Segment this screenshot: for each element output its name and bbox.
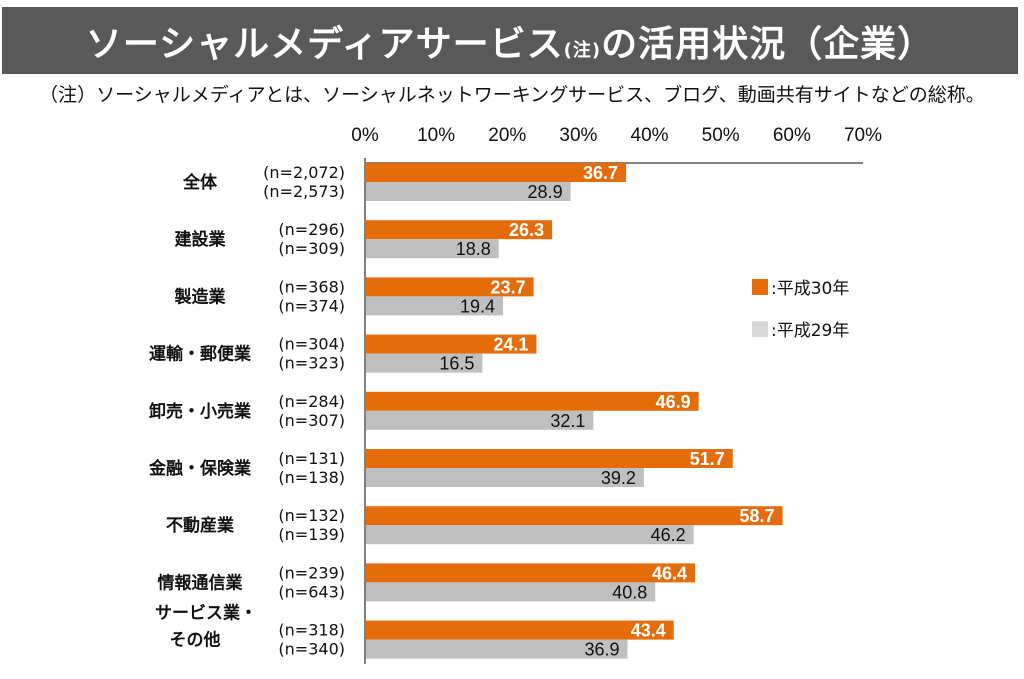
category-label: その他: [170, 630, 221, 651]
category-label: 情報通信業: [158, 572, 243, 593]
data-label-current: 58.7: [740, 506, 775, 526]
bar-previous-year: [365, 468, 644, 487]
bar-current-year: [365, 391, 699, 411]
sample-size-label: (n=318): [278, 621, 345, 640]
category-label: 運輸・郵便業: [149, 344, 251, 365]
x-tick-label: 40%: [631, 125, 669, 146]
sample-size-label: (n=309): [278, 239, 345, 258]
category-label: 不動産業: [166, 515, 234, 536]
legend-label: :平成29年: [771, 321, 849, 341]
sample-size-label: (n=239): [278, 563, 345, 582]
data-label-previous: 40.8: [612, 582, 647, 602]
x-tick-label: 60%: [773, 125, 811, 146]
bar-current-year: [365, 563, 696, 583]
legend-label: :平成30年: [771, 279, 849, 299]
data-label-previous: 39.2: [601, 468, 636, 488]
sample-size-label: (n=304): [278, 335, 345, 354]
sample-size-label: (n=284): [278, 392, 345, 411]
bar-previous-year: [365, 239, 499, 259]
data-label-current: 43.4: [631, 621, 666, 641]
sample-size-label: (n=131): [278, 449, 345, 468]
bar-previous-year: [365, 582, 656, 602]
bar-current-year: [365, 220, 553, 240]
data-label-previous: 46.2: [651, 525, 686, 545]
bar-previous-year: [365, 525, 694, 545]
title-note-marker: (注): [563, 39, 602, 61]
page-title: ソーシャルメディアサービス(注)の活用状況（企業）: [86, 15, 934, 67]
bar-previous-year: [365, 410, 594, 430]
category-label: 全体: [182, 172, 218, 193]
bar-current-year: [365, 334, 537, 354]
data-label-current: 26.3: [509, 220, 544, 240]
x-tick-label: 20%: [488, 125, 526, 146]
category-label: 製造業: [174, 286, 226, 307]
sample-size-label: (n=2,573): [263, 182, 345, 201]
data-label-previous: 32.1: [550, 411, 585, 431]
data-label-previous: 28.9: [528, 182, 563, 202]
bar-current-year: [365, 163, 627, 182]
sample-size-label: (n=643): [278, 582, 345, 601]
data-label-previous: 18.8: [456, 239, 491, 259]
bar-current-year: [365, 506, 783, 526]
title-main: ソーシャルメディアサービス: [85, 23, 564, 65]
bar-current-year: [365, 277, 534, 297]
legend-swatch: [752, 279, 768, 295]
legend-swatch: [752, 321, 768, 337]
x-tick-label: 0%: [351, 125, 379, 146]
sample-size-label: (n=340): [278, 640, 345, 659]
data-label-current: 23.7: [491, 277, 526, 297]
title-banner: ソーシャルメディアサービス(注)の活用状況（企業）: [2, 7, 1018, 74]
x-tick-label: 10%: [417, 125, 455, 146]
data-label-previous: 19.4: [460, 296, 495, 316]
sample-size-label: (n=307): [278, 411, 345, 430]
sample-size-label: (n=132): [278, 506, 345, 525]
data-label-current: 24.1: [493, 335, 528, 355]
sample-size-label: (n=296): [278, 220, 345, 239]
bar-previous-year: [365, 353, 483, 373]
category-label: 建設業: [175, 229, 226, 250]
sample-size-label: (n=368): [278, 277, 345, 296]
x-tick-label: 70%: [844, 125, 882, 146]
category-label: 卸売・小売業: [149, 401, 251, 422]
footnote-subtitle: （注）ソーシャルメディアとは、ソーシャルネットワーキングサービス、ブログ、動画共…: [39, 84, 985, 106]
bar-current-year: [365, 449, 733, 468]
category-label: サービス業・: [155, 603, 257, 624]
sample-size-label: (n=374): [278, 296, 345, 315]
sample-size-label: (n=323): [278, 354, 345, 373]
bar-previous-year: [365, 182, 571, 201]
data-label-current: 36.7: [583, 163, 618, 183]
sample-size-label: (n=139): [278, 525, 345, 544]
data-label-current: 51.7: [690, 449, 725, 469]
data-label-current: 46.9: [656, 392, 691, 412]
x-tick-label: 50%: [702, 125, 740, 146]
bar-previous-year: [365, 639, 628, 659]
sample-size-label: (n=138): [278, 468, 345, 487]
data-label-current: 46.4: [652, 563, 687, 583]
data-label-previous: 36.9: [584, 640, 619, 660]
x-tick-label: 30%: [559, 125, 597, 146]
bar-previous-year: [365, 296, 504, 316]
title-rest: の活用状況（企業）: [601, 23, 935, 65]
data-label-previous: 16.5: [439, 354, 474, 374]
bar-current-year: [365, 620, 674, 640]
category-label: 金融・保険業: [148, 458, 251, 479]
sample-size-label: (n=2,072): [263, 163, 345, 182]
